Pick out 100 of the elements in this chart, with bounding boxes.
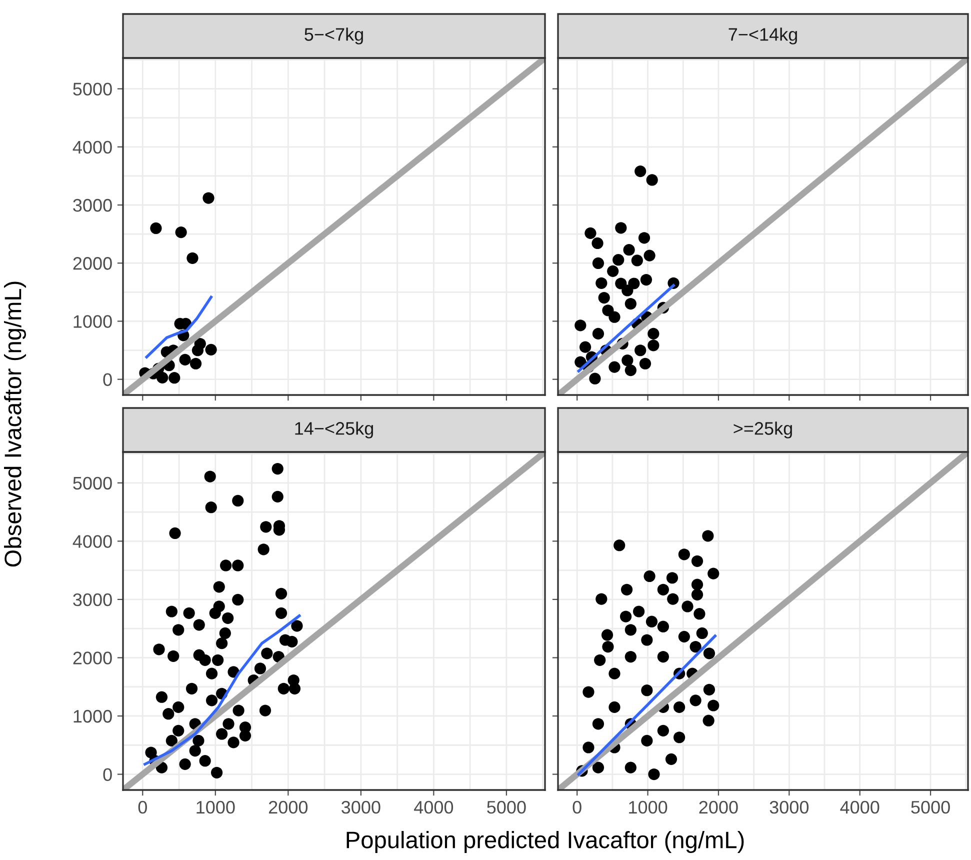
point (592, 328, 604, 340)
point (703, 684, 716, 696)
point (657, 584, 669, 596)
point (594, 654, 606, 666)
point (601, 629, 614, 641)
x-tick-label: 0 (138, 800, 147, 814)
point (592, 718, 604, 730)
x-tick-label: 4000 (414, 800, 454, 814)
point (190, 358, 202, 370)
x-axis-title: Population predicted Ivacaftor (ng/mL) (346, 830, 744, 854)
point (202, 192, 214, 204)
point (691, 555, 704, 567)
point (579, 341, 592, 353)
point (598, 292, 610, 304)
point (702, 714, 714, 726)
line-series (145, 296, 212, 358)
point (667, 593, 679, 605)
point (657, 724, 669, 736)
chart-title: 5−<7kg (304, 28, 363, 44)
point (615, 278, 627, 290)
y-tick-label: 5000 (73, 476, 112, 490)
point (634, 165, 646, 178)
point (648, 328, 660, 340)
point (631, 254, 643, 266)
y-tick-label: 3000 (73, 593, 112, 606)
point (602, 304, 614, 316)
point (657, 620, 669, 632)
point (608, 361, 620, 373)
x-tick-label: 0 (572, 800, 582, 814)
point (608, 701, 620, 713)
point (648, 768, 660, 780)
y-tick-label: 2000 (73, 652, 112, 664)
point (589, 372, 601, 384)
y-tick-label: 5000 (73, 82, 112, 96)
point (602, 640, 614, 653)
y-tick-label: 4000 (72, 535, 112, 548)
point (582, 686, 594, 698)
x-tick-label: 5000 (487, 800, 526, 814)
point (624, 650, 636, 663)
chart-title: 7−<14kg (728, 28, 797, 44)
y-tick-label: 1000 (74, 710, 112, 723)
x-tick-label: 2000 (699, 800, 738, 814)
y-tick-label: 1000 (74, 315, 112, 328)
x-tick-label: 4000 (840, 800, 880, 814)
y-tick-label: 0 (103, 373, 112, 386)
point (644, 570, 656, 582)
y-tick-label: 0 (103, 768, 112, 781)
y-tick-label: 2000 (73, 257, 112, 270)
point (666, 572, 678, 584)
x-tick-label: 1000 (196, 800, 235, 814)
x-tick-label: 1000 (629, 800, 668, 814)
point (168, 372, 180, 384)
point (641, 734, 653, 747)
point (644, 250, 656, 262)
line-series (144, 614, 301, 766)
point (639, 358, 652, 370)
point (673, 701, 686, 713)
point (150, 222, 162, 234)
point (192, 344, 204, 356)
point (612, 254, 624, 266)
chart-title: >=25kg (734, 422, 792, 438)
point (638, 232, 650, 244)
point (205, 344, 217, 356)
point (179, 354, 191, 366)
point (620, 610, 632, 622)
point (632, 606, 645, 618)
point (691, 588, 704, 600)
x-tick-label: 3000 (342, 800, 380, 814)
point (691, 578, 704, 590)
point (640, 274, 652, 286)
point (673, 732, 686, 744)
point (678, 630, 690, 642)
x-tick-label: 5000 (911, 800, 950, 814)
point (624, 364, 636, 376)
y-tick-label: 4000 (72, 140, 112, 154)
point (708, 568, 720, 580)
x-tick-label: 3000 (770, 800, 809, 814)
point (175, 226, 187, 238)
point (607, 265, 619, 277)
point (624, 298, 636, 310)
point (678, 548, 690, 560)
point (708, 700, 720, 712)
point (624, 762, 636, 774)
point (615, 222, 627, 234)
point (574, 320, 586, 332)
point (628, 278, 640, 290)
point (702, 530, 714, 542)
point (634, 344, 646, 356)
point (592, 257, 604, 270)
point (614, 540, 626, 552)
point (622, 354, 634, 366)
point (592, 237, 604, 250)
point (657, 650, 669, 663)
point (641, 634, 653, 646)
point (623, 244, 635, 256)
point (682, 600, 694, 612)
point (584, 227, 596, 239)
point (596, 593, 608, 605)
chart-title: 14−<25kg (295, 422, 373, 438)
x-tick-label: 2000 (268, 800, 308, 814)
